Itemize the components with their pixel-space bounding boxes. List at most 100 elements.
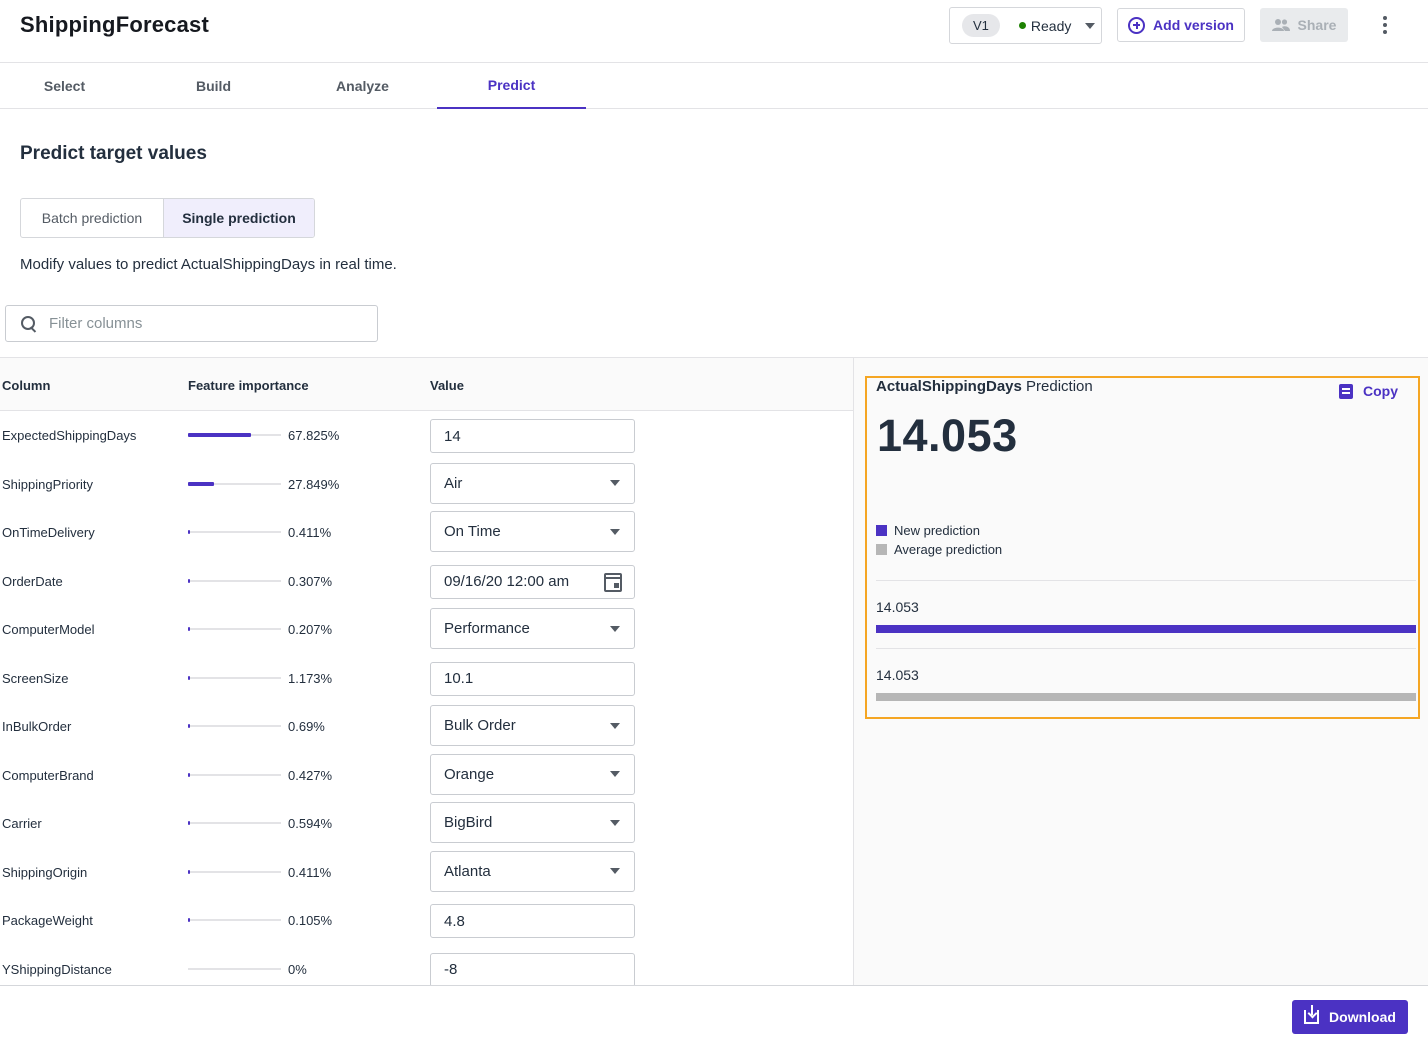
importance-value: 0.207% <box>288 622 333 637</box>
importance-bar-fill <box>188 481 214 486</box>
prediction-mode-toggle: Batch prediction Single prediction <box>20 198 315 238</box>
chevron-down-icon <box>610 528 620 535</box>
importance-bar-track <box>188 772 281 777</box>
page-description: Modify values to predict ActualShippingD… <box>20 256 397 273</box>
footer: Download <box>0 985 1428 1042</box>
download-icon <box>1304 1005 1320 1024</box>
column-name: PackageWeight <box>2 913 93 928</box>
filter-columns-field[interactable] <box>5 305 378 342</box>
column-name: OnTimeDelivery <box>2 525 95 540</box>
importance-bar-track <box>188 821 281 825</box>
value-header: Value <box>430 378 464 393</box>
prediction-value: 14.053 <box>877 410 1018 461</box>
app-header: ShippingForecast V1 Ready Add version Sh… <box>0 0 1428 63</box>
value-select[interactable]: Orange <box>430 753 635 795</box>
importance-bar-fill <box>188 821 190 825</box>
version-status-select[interactable]: V1 Ready <box>949 7 1102 44</box>
legend-new: New prediction <box>876 523 980 538</box>
column-name: ShippingOrigin <box>2 864 88 880</box>
table-row: PackageWeight 0.105% 4.8 <box>0 896 853 944</box>
table-row: Carrier 0.594% BigBird <box>0 799 853 847</box>
filter-columns-input[interactable] <box>49 315 349 332</box>
table-row: YShippingDistance 0% -8 <box>0 945 853 985</box>
chevron-down-icon <box>610 480 620 486</box>
importance-bar-track <box>188 433 281 437</box>
importance-bar-track <box>188 578 281 583</box>
importance-bar-fill <box>188 433 252 437</box>
more-options-icon[interactable] <box>1376 14 1394 36</box>
add-version-button[interactable]: Add version <box>1117 8 1245 42</box>
date-input[interactable]: 09/16/20 12:00 am <box>430 564 635 599</box>
table-row: InBulkOrder 0.69% Bulk Order <box>0 702 853 750</box>
copy-button[interactable]: Copy <box>1339 383 1398 399</box>
importance-bar-fill <box>188 578 190 583</box>
value-text: Bulk Order <box>444 717 516 734</box>
value-select[interactable]: BigBird <box>430 802 635 843</box>
value-select[interactable]: On Time <box>430 511 635 552</box>
value-text: -8 <box>444 961 458 978</box>
importance-bar-fill <box>188 675 190 680</box>
table-row: ShippingPriority 27.849% Air <box>0 460 853 508</box>
column-name: ComputerBrand <box>2 767 94 783</box>
share-label: Share <box>1297 17 1337 33</box>
batch-prediction-button[interactable]: Batch prediction <box>21 199 164 237</box>
importance-header: Feature importance <box>188 378 309 393</box>
value-input[interactable]: 14 <box>430 419 635 453</box>
add-version-label: Add version <box>1153 17 1234 33</box>
table-row: ScreenSize 1.173% 10.1 <box>0 654 853 702</box>
column-header: Column <box>2 378 51 393</box>
value-text: Orange <box>444 765 495 783</box>
value-select[interactable]: Atlanta <box>430 850 635 892</box>
tab-analyze[interactable]: Analyze <box>336 78 389 94</box>
calendar-icon[interactable] <box>604 572 622 592</box>
value-text: 14 <box>444 427 461 445</box>
importance-value: 0.411% <box>288 525 332 540</box>
plus-circle-icon <box>1128 16 1146 34</box>
share-button[interactable]: Share <box>1260 8 1348 42</box>
importance-value: 0.411% <box>288 864 332 880</box>
value-text: Atlanta <box>444 862 491 880</box>
value-input[interactable]: 4.8 <box>430 904 635 938</box>
table-row: OnTimeDelivery 0.411% On Time <box>0 508 853 556</box>
value-input[interactable]: 10.1 <box>430 661 635 696</box>
search-icon <box>21 315 37 332</box>
importance-bar-track <box>188 918 281 922</box>
tab-predict[interactable]: Predict <box>437 63 586 109</box>
download-label: Download <box>1329 1009 1396 1025</box>
column-name: YShippingDistance <box>2 961 112 977</box>
importance-bar-fill <box>188 772 190 777</box>
table-header: Column Feature importance Value <box>0 358 853 411</box>
value-select[interactable]: Bulk Order <box>430 705 635 746</box>
prediction-title: ActualShippingDays Prediction <box>876 378 1093 395</box>
value-select[interactable]: Air <box>430 462 635 504</box>
value-text: 10.1 <box>444 670 474 687</box>
status-text: Ready <box>1030 17 1072 34</box>
column-name: Carrier <box>2 816 42 831</box>
legend-average: Average prediction <box>876 542 1002 557</box>
importance-bar-track <box>188 530 281 534</box>
table-row: ExpectedShippingDays 67.825% 14 <box>0 411 853 459</box>
importance-value: 0.427% <box>288 767 333 783</box>
value-select[interactable]: Performance <box>430 608 635 649</box>
importance-value: 0% <box>288 961 307 977</box>
importance-bar-track <box>188 967 281 970</box>
main-tabs: Select Build Analyze Predict <box>0 63 1428 109</box>
value-input[interactable]: -8 <box>430 952 635 985</box>
importance-bar-fill <box>188 724 190 728</box>
importance-value: 27.849% <box>288 476 340 492</box>
column-name: InBulkOrder <box>2 719 72 734</box>
single-prediction-button[interactable]: Single prediction <box>164 199 314 237</box>
legend-average-label: Average prediction <box>894 542 1003 557</box>
tab-select[interactable]: Select <box>43 78 86 94</box>
prediction-suffix: Prediction <box>1026 378 1093 395</box>
status-dot-icon <box>1018 22 1026 29</box>
download-button[interactable]: Download <box>1292 1000 1408 1034</box>
table-row: OrderDate 0.307% 09/16/20 12:00 am <box>0 557 853 605</box>
column-name: ComputerModel <box>2 622 95 637</box>
table-row: ComputerBrand 0.427% Orange <box>0 751 853 799</box>
feature-table: Column Feature importance Value Expected… <box>0 357 853 985</box>
app-title: ShippingForecast <box>20 12 209 37</box>
copy-label: Copy <box>1363 383 1398 399</box>
tab-build[interactable]: Build <box>196 78 231 94</box>
prediction-card: ActualShippingDays Prediction Copy 14.05… <box>865 376 1420 719</box>
